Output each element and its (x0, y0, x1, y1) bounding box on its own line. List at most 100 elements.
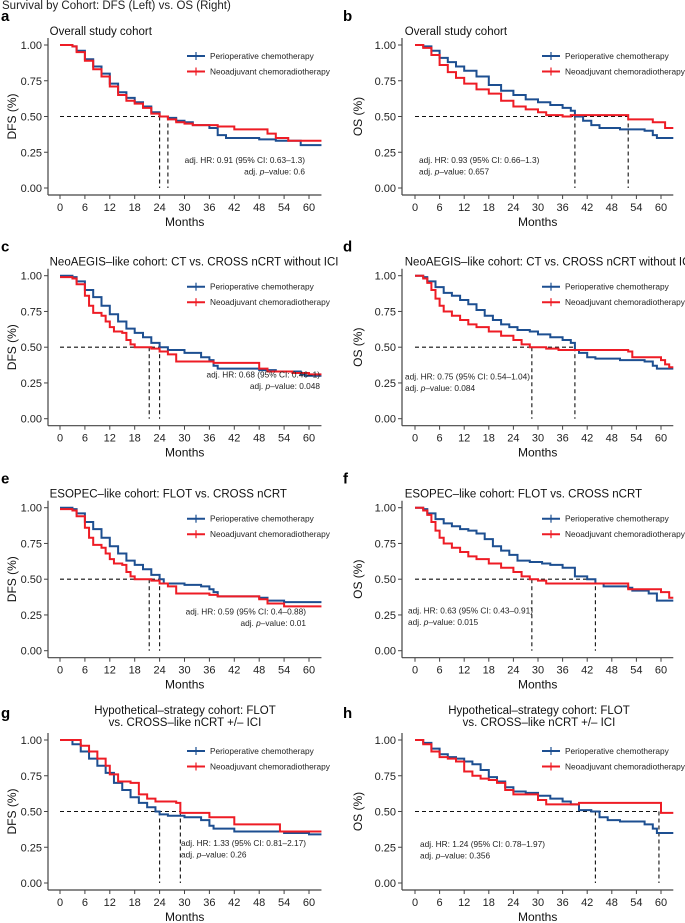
x-tick-label: 54 (278, 433, 290, 445)
legend-label: Perioperative chemotherapy (210, 514, 315, 524)
y-axis-title: OS (%) (351, 328, 365, 367)
y-tick-label: 0.50 (21, 807, 42, 819)
survival-curve-neoadjuvant (415, 506, 674, 599)
survival-curve-neoadjuvant (415, 274, 674, 369)
x-tick-label: 60 (655, 202, 667, 214)
panel-letter: g (1, 705, 10, 722)
p-value-prefix: adj. (181, 850, 197, 860)
panel-f: f ESOPEC–like cohort: FLOT vs. CROSS nCRT… (343, 471, 685, 692)
p-value-italic-p: p (420, 383, 426, 393)
x-tick-label: 36 (203, 897, 215, 909)
x-tick-label: 60 (303, 665, 315, 677)
x-tick-label: 6 (437, 665, 443, 677)
panel-letter: e (1, 471, 9, 488)
y-tick-label: 1.00 (375, 40, 396, 52)
legend-label: Neoadjuvant chemoradiotherapy (565, 297, 685, 307)
p-value-prefix: adj. (408, 617, 424, 627)
x-axis-title: Months (165, 678, 204, 692)
y-tick-label: 0.50 (375, 112, 396, 124)
panel-letter: h (343, 705, 352, 722)
p-value-italic-p: p (259, 167, 265, 177)
p-value: 0.048 (299, 381, 320, 391)
y-tick-label: 0.75 (375, 76, 396, 88)
p-value-suffix: –value: (439, 167, 468, 177)
x-tick-label: 0 (412, 202, 418, 214)
p-value-prefix: adj. (250, 381, 266, 391)
survival-curve-neoadjuvant (415, 739, 674, 814)
x-tick-label: 18 (483, 665, 495, 677)
survival-curve-perioperative (415, 44, 674, 139)
y-tick-label: 0.25 (21, 610, 42, 622)
x-tick-label: 30 (178, 433, 190, 445)
x-tick-label: 60 (303, 202, 315, 214)
x-tick-label: 48 (606, 202, 618, 214)
panel-c: c NeoAEGIS–like cohort: CT vs. CROSS nCRT… (1, 239, 339, 460)
legend-label: Perioperative chemotherapy (565, 746, 670, 756)
p-value: 0.01 (290, 618, 307, 628)
p-value: 0.657 (468, 167, 489, 177)
x-tick-label: 6 (437, 433, 443, 445)
y-tick-label: 0.25 (375, 842, 396, 854)
x-tick-label: 60 (655, 665, 667, 677)
x-tick-label: 36 (556, 897, 568, 909)
y-tick-label: 0.25 (375, 147, 396, 159)
y-tick-label: 1.00 (375, 503, 396, 515)
legend-label: Neoadjuvant chemoradiotherapy (210, 67, 331, 77)
p-value: 0.356 (469, 851, 490, 861)
x-tick-label: 48 (253, 202, 265, 214)
hazard-ratio-annotation: adj. HR: 0.75 (95% CI: 0.54–1.04) (405, 372, 530, 382)
x-tick-label: 42 (581, 665, 593, 677)
x-tick-label: 18 (129, 897, 141, 909)
y-tick-label: 0.75 (21, 771, 42, 783)
x-tick-label: 48 (606, 897, 618, 909)
x-tick-label: 60 (303, 897, 315, 909)
x-tick-label: 30 (532, 665, 544, 677)
x-tick-label: 12 (458, 433, 470, 445)
x-axis-title: Months (165, 215, 204, 229)
legend-label: Perioperative chemotherapy (210, 51, 315, 61)
x-tick-label: 30 (178, 202, 190, 214)
x-axis-title: Months (518, 215, 557, 229)
survival-curve-perioperative (60, 739, 322, 836)
panel-letter: f (343, 471, 349, 488)
hazard-ratio-annotation: adj. HR: 0.63 (95% CI: 0.43–0.91) (408, 606, 533, 616)
x-tick-label: 24 (153, 897, 165, 909)
panel-d: d NeoAEGIS–like cohort: CT vs. CROSS nCRT… (343, 239, 685, 460)
p-value-prefix: adj. (420, 851, 436, 861)
x-tick-label: 12 (104, 897, 116, 909)
panel-title: Overall study cohort (50, 26, 153, 38)
x-tick-label: 24 (507, 897, 519, 909)
panel-letter: b (343, 8, 352, 25)
x-tick-label: 36 (203, 665, 215, 677)
legend-label: Perioperative chemotherapy (210, 282, 315, 292)
y-tick-label: 0.00 (21, 878, 42, 890)
survival-curve-perioperative (415, 739, 674, 834)
hazard-ratio-annotation: adj. HR: 0.59 (95% CI: 0.4–0.88) (186, 607, 307, 617)
x-tick-label: 18 (483, 433, 495, 445)
x-tick-label: 36 (556, 202, 568, 214)
x-tick-label: 42 (228, 665, 240, 677)
panel-title: Overall study cohort (405, 26, 508, 38)
x-tick-label: 18 (483, 897, 495, 909)
panel-title: Hypothetical–strategy cohort: FLOT (448, 705, 630, 717)
survival-curve-neoadjuvant (60, 276, 322, 376)
survival-curve-perioperative (415, 274, 674, 370)
p-value: 0.015 (457, 617, 478, 627)
x-tick-label: 6 (82, 202, 88, 214)
x-axis-title: Months (165, 446, 204, 460)
x-tick-label: 0 (57, 665, 63, 677)
x-tick-label: 24 (507, 665, 519, 677)
y-tick-label: 1.00 (21, 271, 42, 283)
panel-title: ESOPEC–like cohort: FLOT vs. CROSS nCRT (405, 489, 642, 501)
figure-title: Survival by Cohort: DFS (Left) vs. OS (R… (2, 0, 231, 12)
x-tick-label: 12 (104, 202, 116, 214)
x-tick-label: 36 (556, 433, 568, 445)
x-tick-label: 36 (556, 665, 568, 677)
x-tick-label: 48 (253, 897, 265, 909)
y-tick-label: 0.00 (375, 183, 396, 195)
p-value-italic-p: p (434, 167, 440, 177)
x-tick-label: 24 (153, 202, 165, 214)
p-value-italic-p: p (435, 851, 441, 861)
